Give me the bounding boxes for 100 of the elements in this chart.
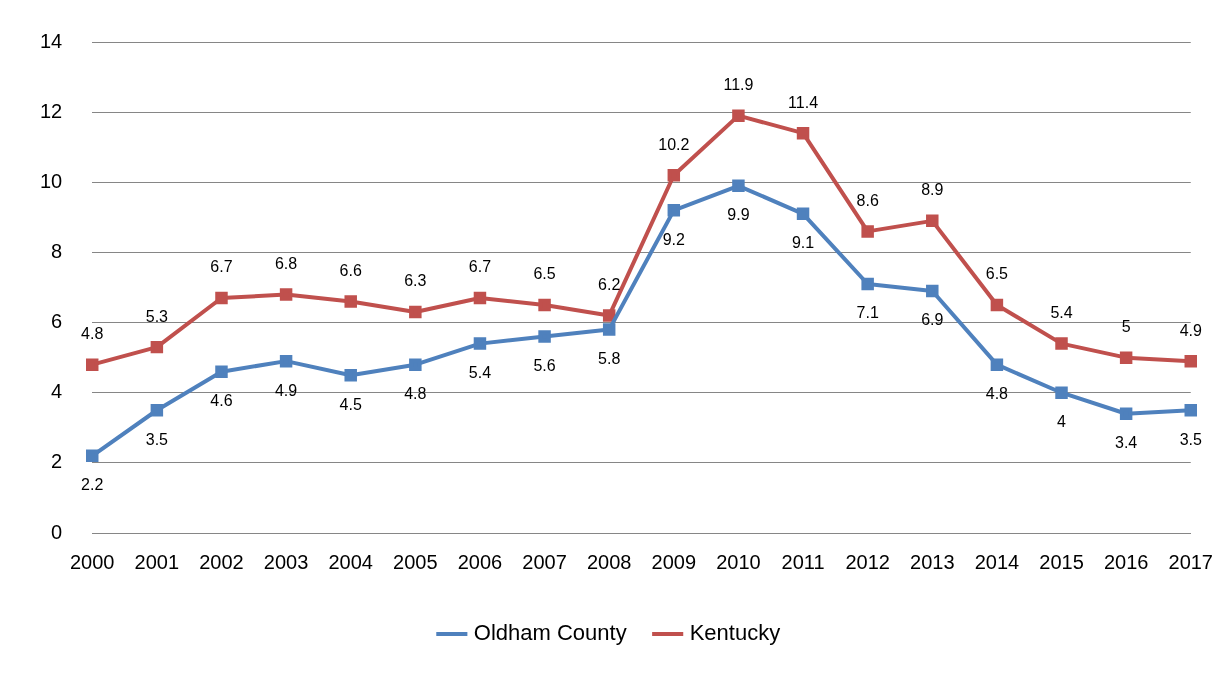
point: [538, 330, 551, 343]
data-label: 5.3: [145, 307, 169, 325]
x-tick-label: 2012: [845, 550, 890, 573]
data-label: 11.9: [723, 76, 754, 94]
y-tick-label: 4: [51, 380, 63, 403]
y-tick-label: 2: [51, 450, 63, 473]
x-tick-label: 2000: [70, 550, 115, 573]
point: [473, 291, 487, 305]
x-tick-label: 2010: [716, 550, 761, 573]
point: [279, 288, 293, 301]
legend-label: Kentucky: [689, 620, 781, 646]
data-label: 6.5: [985, 265, 1009, 283]
data-label: 6.8: [274, 254, 298, 272]
x-tick-label: 2003: [263, 550, 309, 573]
x-tick-label: 2011: [781, 550, 825, 573]
point: [1055, 337, 1068, 350]
point: [990, 358, 1004, 371]
x-tick-label: 2013: [910, 550, 955, 573]
point: [667, 204, 681, 217]
data-label: 5.4: [468, 364, 492, 382]
x-tick-label: 2008: [586, 550, 632, 573]
legend-label: Oldham County: [473, 620, 627, 646]
point: [926, 284, 939, 298]
data-label: 4: [1057, 413, 1067, 431]
data-label: 7.1: [856, 304, 879, 322]
x-tick-label: 2007: [522, 550, 567, 573]
x-tick-label: 2004: [328, 550, 373, 573]
x-tick-label: 2017: [1168, 550, 1213, 573]
point: [409, 305, 422, 319]
data-label: 6.7: [468, 258, 492, 276]
y-tick-label: 12: [40, 99, 63, 122]
data-label: 10.2: [658, 135, 690, 153]
point: [732, 179, 745, 193]
y-tick-label: 10: [40, 169, 63, 192]
data-label: 3.5: [1179, 430, 1202, 448]
data-label: 6.7: [210, 258, 233, 276]
data-label: 3.4: [1115, 434, 1138, 452]
data-label: 8.6: [856, 191, 879, 209]
data-label: 6.5: [533, 265, 556, 283]
data-label: 9.2: [662, 230, 686, 248]
data-label: 5.4: [1050, 304, 1073, 322]
data-label: 6.9: [921, 311, 944, 329]
point: [86, 358, 99, 371]
point: [667, 169, 681, 182]
data-label: 4.8: [404, 385, 427, 403]
data-label: 4.8: [985, 385, 1009, 403]
x-tick-label: 2014: [974, 550, 1020, 573]
x-tick-label: 2015: [1039, 550, 1084, 573]
x-tick-label: 2006: [457, 550, 503, 573]
data-label: 4.9: [1179, 321, 1202, 339]
data-label: 4.5: [339, 395, 362, 413]
x-tick-label: 2001: [134, 550, 180, 573]
data-label: 9.1: [791, 234, 815, 252]
x-tick-label: 2016: [1103, 550, 1149, 573]
y-tick-label: 8: [51, 239, 63, 262]
data-label: 6.2: [598, 275, 621, 293]
point: [796, 207, 810, 221]
point: [215, 291, 228, 305]
point: [861, 225, 874, 238]
data-label: 11.4: [788, 93, 819, 111]
x-tick-label: 2009: [651, 550, 697, 573]
data-label: 4.9: [274, 381, 298, 399]
data-label: 5: [1121, 318, 1131, 336]
point: [602, 309, 616, 322]
data-label: 4.8: [81, 325, 104, 343]
data-label: 9.9: [727, 206, 750, 224]
point: [538, 298, 551, 312]
x-tick-label: 2005: [393, 550, 438, 573]
data-label: 6.3: [404, 272, 427, 290]
point: [215, 365, 228, 378]
y-tick-label: 0: [51, 520, 63, 543]
point: [344, 295, 357, 308]
point: [473, 337, 487, 350]
y-tick-label: 14: [40, 29, 63, 52]
data-label: 5.6: [533, 357, 556, 375]
point: [732, 109, 745, 122]
data-label: 6.6: [339, 261, 362, 279]
x-tick-label: 2002: [199, 550, 244, 573]
point: [1119, 351, 1133, 364]
point: [344, 368, 357, 382]
data-label: 5.8: [598, 349, 621, 367]
data-label: 3.5: [145, 430, 169, 448]
point: [86, 449, 99, 463]
point: [796, 126, 810, 140]
data-label: 8.9: [921, 181, 944, 199]
point: [990, 298, 1004, 312]
point: [1184, 354, 1197, 368]
data-label: 4.6: [210, 392, 233, 410]
point: [409, 358, 422, 371]
point: [150, 340, 164, 354]
point: [1119, 407, 1133, 420]
point: [1184, 404, 1197, 417]
point: [150, 404, 164, 417]
point: [279, 354, 293, 368]
point: [926, 214, 939, 228]
point: [861, 277, 874, 291]
point: [1055, 386, 1068, 399]
point: [602, 323, 616, 336]
y-tick-label: 6: [51, 310, 63, 333]
data-label: 2.2: [81, 476, 104, 494]
